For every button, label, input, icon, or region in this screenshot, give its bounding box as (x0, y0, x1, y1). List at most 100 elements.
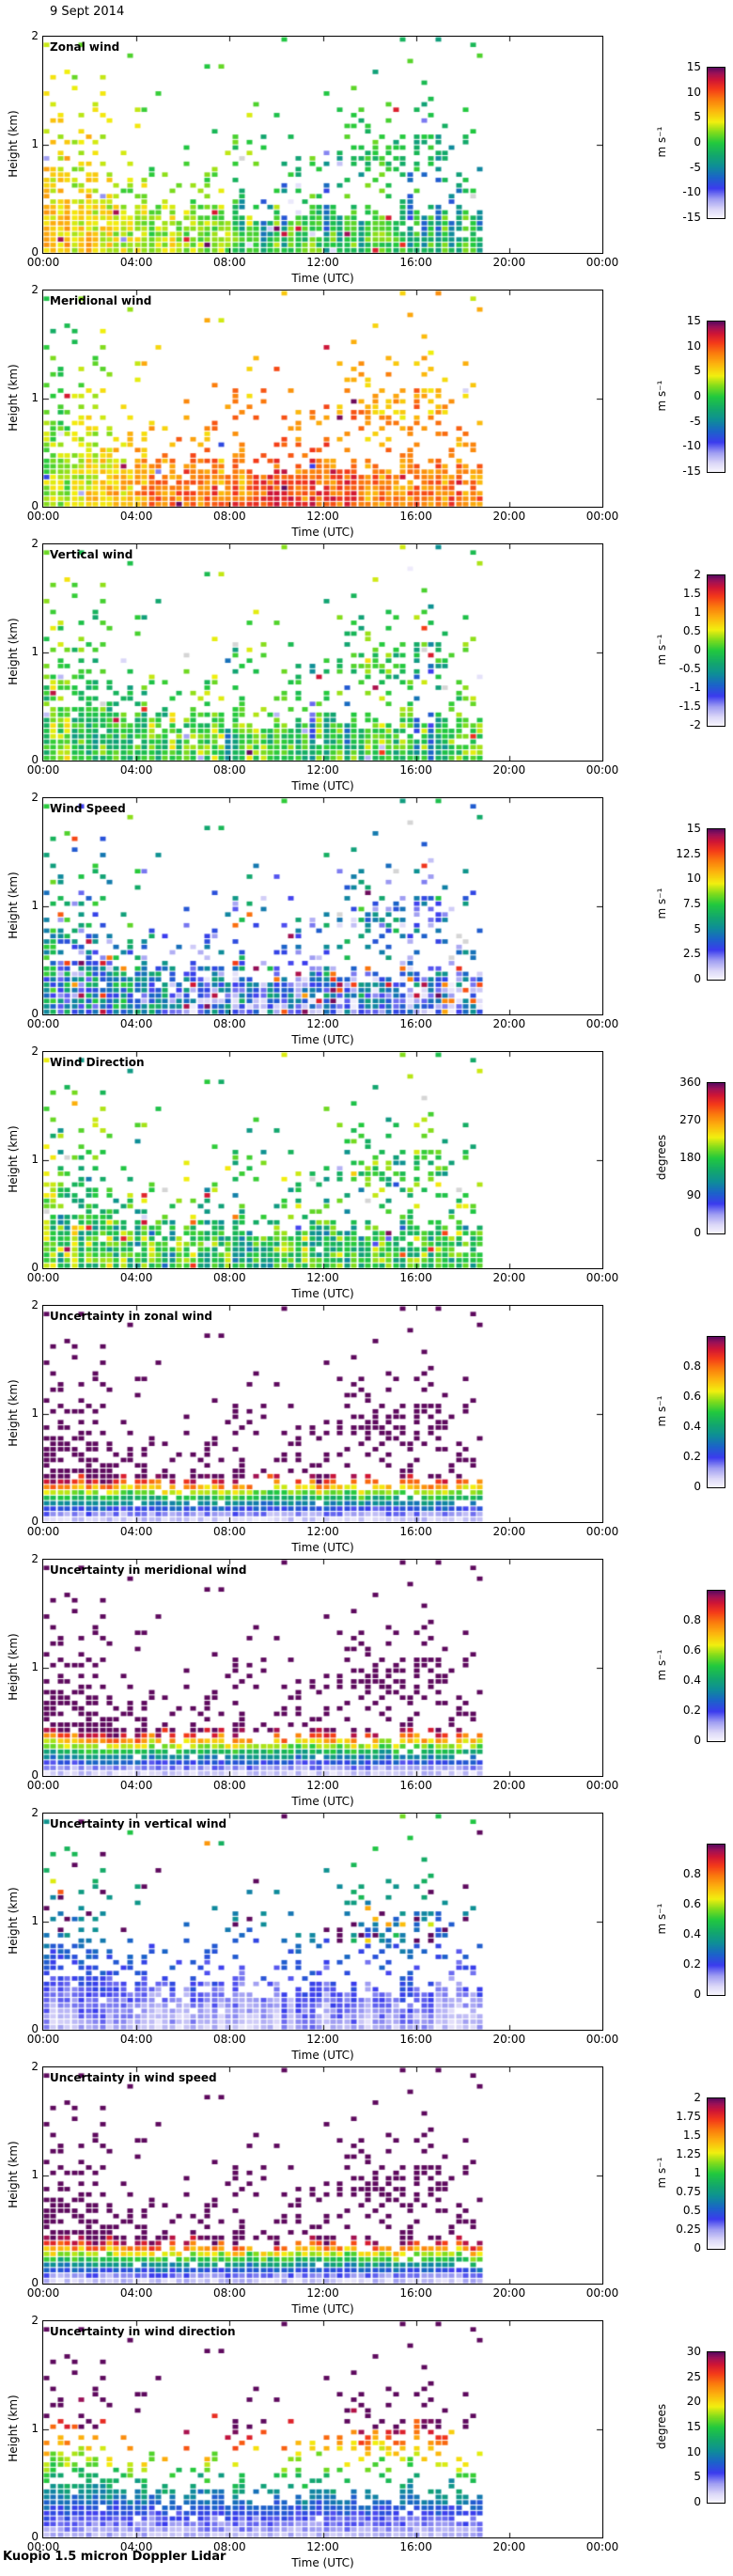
y-tick-label: 0 (31, 245, 39, 259)
y-tick-label: 2 (31, 1298, 39, 1312)
colorbar-gradient-canvas (708, 1591, 725, 1741)
x-tick-label: 00:00 (26, 2540, 60, 2553)
panel-uncertainty-in-wind-speed: Uncertainty in wind speed 0 1 2 Height (km) 0… (0, 2060, 733, 2320)
y-tick-label: 0 (31, 2530, 39, 2543)
x-tick-label: 00:00 (26, 2286, 60, 2300)
colorbar-tick-label: 0 (694, 643, 701, 656)
x-tick-label: 20:00 (492, 510, 526, 523)
y-tick-label: 2 (31, 29, 39, 42)
y-tick-label: 2 (31, 537, 39, 550)
colorbar-wind-direction (707, 1082, 725, 1234)
x-axis-label: Time (UTC) (291, 1287, 354, 1300)
x-tick-label: 04:00 (119, 2540, 153, 2553)
y-tick-label: 0 (31, 2022, 39, 2035)
colorbar-tick-label: 0.4 (682, 1420, 701, 1433)
x-tick-label: 04:00 (119, 256, 153, 269)
x-tick-label: 20:00 (492, 2286, 526, 2300)
y-tick-label: 0 (31, 499, 39, 512)
colorbar-tick-label: 0 (694, 1734, 701, 1747)
y-tick-label: 2 (31, 283, 39, 296)
colorbar-tick-label: 0 (694, 2241, 701, 2254)
x-tick-label: 00:00 (585, 763, 619, 777)
colorbar-tick-label: 0.25 (676, 2223, 701, 2236)
x-axis-label: Time (UTC) (291, 2049, 354, 2062)
colorbar-gradient-canvas (708, 322, 725, 472)
colorbar-tick-label: 0.75 (676, 2185, 701, 2198)
colorbar-unit-label: m s⁻¹ (655, 634, 668, 666)
colorbar-uncertainty-in-vertical-wind (707, 1844, 725, 1996)
colorbar-tick-label: 360 (679, 1076, 701, 1089)
x-tick-label: 00:00 (26, 1271, 60, 1284)
y-tick-label: 1 (31, 899, 39, 912)
panel-uncertainty-in-zonal-wind: Uncertainty in zonal wind 0 1 2 Height (km) 0… (0, 1298, 733, 1559)
x-tick-label: 08:00 (213, 1271, 246, 1284)
colorbar-tick-label: 0.4 (682, 1927, 701, 1940)
x-tick-label: 04:00 (119, 2286, 153, 2300)
x-tick-label: 20:00 (492, 256, 526, 269)
colorbar-uncertainty-in-wind-speed (707, 2097, 725, 2250)
colorbar-tick-label: 0.2 (682, 1704, 701, 1717)
panel-uncertainty-in-meridional-wind: Uncertainty in meridional wind 0 1 2 Height … (0, 1552, 733, 1813)
y-axis-label: Height (km) (7, 2395, 20, 2462)
colorbar-tick-label: 0 (694, 1480, 701, 1493)
heatmap-canvas-uncertainty-in-wind-direction (43, 2321, 602, 2537)
y-tick-label: 0 (31, 2276, 39, 2289)
colorbar-tick-label: 12.5 (676, 846, 701, 860)
x-tick-label: 20:00 (492, 1271, 526, 1284)
x-tick-label: 00:00 (585, 256, 619, 269)
y-axis-label: Height (km) (7, 618, 20, 685)
colorbar-gradient-canvas (708, 1083, 725, 1233)
x-tick-label: 04:00 (119, 1271, 153, 1284)
panel-title-vertical-wind: Vertical wind (50, 548, 133, 561)
x-tick-label: 04:00 (119, 1525, 153, 1538)
x-tick-label: 12:00 (306, 2540, 339, 2553)
x-axis-label: Time (UTC) (291, 1795, 354, 1808)
panel-title-uncertainty-in-wind-speed: Uncertainty in wind speed (50, 2071, 217, 2084)
x-tick-label: 20:00 (492, 1525, 526, 1538)
x-tick-label: 00:00 (585, 1525, 619, 1538)
x-tick-label: 00:00 (585, 510, 619, 523)
y-axis-label: Height (km) (7, 110, 20, 178)
x-tick-label: 00:00 (585, 2540, 619, 2553)
colorbar-tick-label: -15 (682, 211, 701, 224)
heatmap-canvas-uncertainty-in-meridional-wind (43, 1560, 602, 1776)
x-axis-label: Time (UTC) (291, 779, 354, 793)
colorbar-zonal-wind (707, 67, 725, 219)
colorbar-tick-label: 0 (694, 389, 701, 402)
colorbar-tick-label: 0 (694, 135, 701, 149)
plot-area-vertical-wind: Vertical wind (42, 543, 603, 762)
x-tick-label: 12:00 (306, 510, 339, 523)
plot-area-wind-speed: Wind Speed (42, 797, 603, 1015)
colorbar-tick-label: 10 (686, 338, 701, 353)
y-tick-label: 1 (31, 137, 39, 150)
y-tick-label: 1 (31, 1406, 39, 1420)
x-tick-label: 16:00 (399, 1525, 432, 1538)
y-tick-label: 2 (31, 1045, 39, 1058)
y-axis-label: Height (km) (7, 1379, 20, 1447)
x-tick-label: 08:00 (213, 510, 246, 523)
heatmap-canvas-meridional-wind (43, 291, 602, 507)
plot-area-zonal-wind: Zonal wind (42, 36, 603, 254)
x-axis-label: Time (UTC) (291, 2302, 354, 2316)
panel-title-meridional-wind: Meridional wind (50, 294, 152, 307)
x-tick-label: 04:00 (119, 763, 153, 777)
x-axis-label: Time (UTC) (291, 526, 354, 539)
x-axis-label: Time (UTC) (291, 1033, 354, 1046)
x-tick-label: 12:00 (306, 1017, 339, 1030)
panel-title-zonal-wind: Zonal wind (50, 40, 120, 54)
plot-area-wind-direction: Wind Direction (42, 1051, 603, 1269)
plot-area-uncertainty-in-wind-speed: Uncertainty in wind speed (42, 2066, 603, 2285)
x-tick-label: 16:00 (399, 2540, 432, 2553)
x-tick-label: 16:00 (399, 1271, 432, 1284)
y-tick-label: 2 (31, 2314, 39, 2327)
x-tick-label: 20:00 (492, 1017, 526, 1030)
colorbar-tick-label: 7.5 (682, 897, 701, 910)
x-tick-label: 20:00 (492, 1779, 526, 1792)
x-tick-label: 20:00 (492, 763, 526, 777)
colorbar-tick-label: -0.5 (678, 662, 701, 675)
colorbar-unit-label: m s⁻¹ (655, 1649, 668, 1681)
colorbar-tick-label: 30 (686, 2345, 701, 2358)
colorbar-tick-label: -2 (690, 718, 701, 731)
x-tick-label: 12:00 (306, 2286, 339, 2300)
colorbar-tick-label: 1.25 (676, 2147, 701, 2160)
